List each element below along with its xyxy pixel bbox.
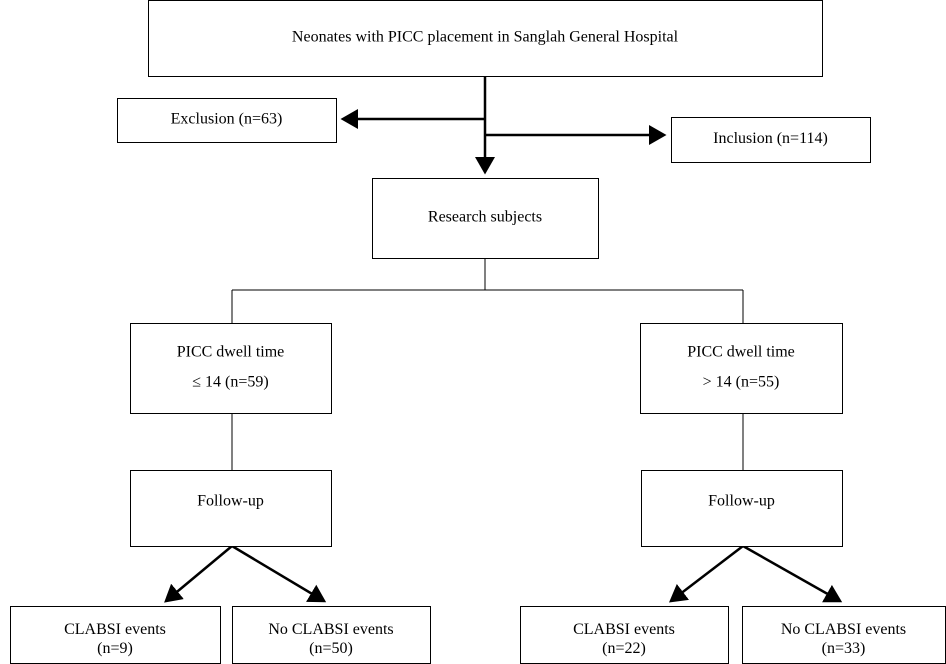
- node-label: (n=50): [309, 640, 353, 657]
- node-box: [148, 0, 823, 77]
- boxes: Neonates with PICC placement in Sanglah …: [10, 0, 946, 664]
- node-box: [640, 323, 843, 414]
- node-label: No CLABSI events: [268, 621, 393, 638]
- node-box: [520, 606, 729, 664]
- node-label: ≤ 14 (n=59): [192, 374, 268, 391]
- node-label: > 14 (n=55): [703, 374, 780, 391]
- node-label: Research subjects: [428, 209, 542, 226]
- node-box: [372, 178, 599, 259]
- node-label: Follow-up: [708, 493, 775, 510]
- node-label: (n=33): [822, 640, 866, 657]
- connectors: [164, 76, 843, 603]
- node-label: CLABSI events: [573, 621, 675, 638]
- node-box: [232, 606, 431, 664]
- node-box: [130, 470, 332, 547]
- node-label: PICC dwell time: [177, 344, 285, 361]
- node-box: [671, 117, 871, 163]
- node-box: [742, 606, 946, 664]
- node-label: (n=9): [97, 640, 133, 657]
- node-label: Neonates with PICC placement in Sanglah …: [292, 29, 679, 46]
- node-label: (n=22): [602, 640, 646, 657]
- node-box: [130, 323, 332, 414]
- node-label: Exclusion (n=63): [171, 111, 283, 128]
- node-box: [117, 98, 337, 143]
- node-box: [10, 606, 221, 664]
- node-label: PICC dwell time: [687, 344, 795, 361]
- node-label: CLABSI events: [64, 621, 166, 638]
- node-label: No CLABSI events: [781, 621, 906, 638]
- node-box: [641, 470, 843, 547]
- node-label: Inclusion (n=114): [713, 130, 828, 147]
- node-label: Follow-up: [197, 493, 264, 510]
